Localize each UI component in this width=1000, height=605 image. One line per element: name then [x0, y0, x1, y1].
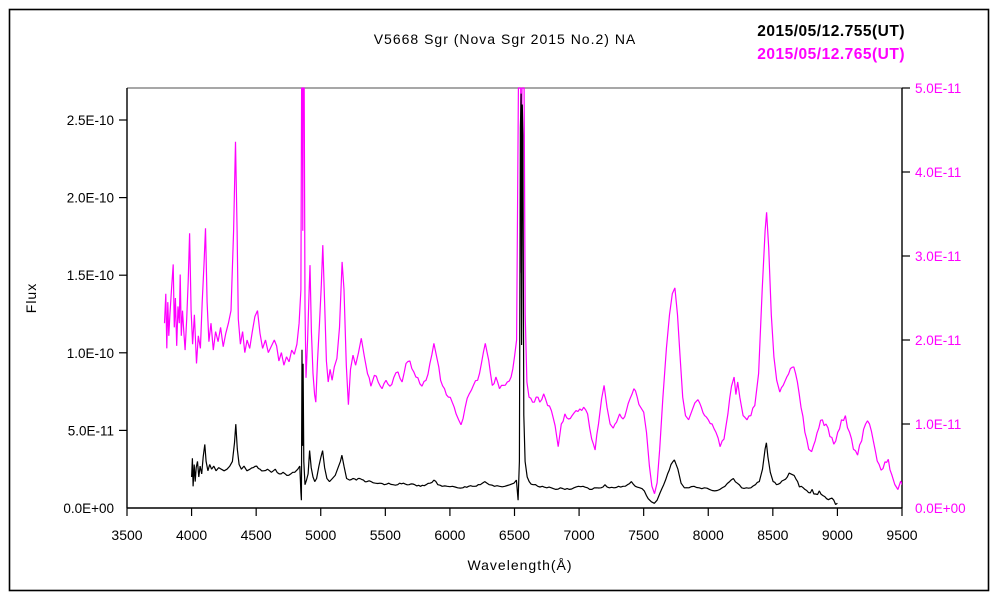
x-tick-label: 5500: [370, 527, 401, 543]
plot-frame: [126, 87, 903, 509]
x-tick-label: 9000: [822, 527, 853, 543]
x-tick-label: 4500: [241, 527, 272, 543]
right-tick-label: 3.0E-11: [915, 249, 961, 264]
x-tick-label: 5000: [305, 527, 336, 543]
left-tick-label: 0.0E+00: [63, 501, 114, 516]
x-tick-label: 7500: [628, 527, 659, 543]
x-tick-label: 3500: [111, 527, 142, 543]
left-tick-label: 2.0E-10: [67, 191, 114, 206]
spectrum-line-black: [191, 93, 838, 505]
x-tick-label: 7000: [564, 527, 595, 543]
x-tick-label: 6000: [434, 527, 465, 543]
spectrum-line-magenta: [163, 87, 902, 494]
date-label-magenta: 2015/05/12.765(UT): [757, 46, 905, 63]
left-axis: 0.0E+00 5.0E-11 1.0E-10 1.5E-10 2.0E-10 2.5E-…: [63, 113, 127, 516]
x-tick-label: 8500: [757, 527, 788, 543]
x-axis-title-wavelength: Wavelength(Å): [467, 557, 572, 573]
left-tick-label: 1.0E-10: [67, 346, 114, 361]
left-tick-label: 1.5E-10: [67, 268, 114, 283]
left-tick-label: 2.5E-10: [67, 113, 114, 128]
right-tick-label: 0.0E+00: [915, 501, 966, 516]
x-tick-label: 8000: [693, 527, 724, 543]
right-axis: 0.0E+00 1.0E-11 2.0E-11 3.0E-11 4.0E-11 5.0E-…: [902, 81, 966, 516]
x-tick-label: 4000: [176, 527, 207, 543]
date-label-black: 2015/05/12.755(UT): [757, 23, 905, 40]
chart-title: V5668 Sgr (Nova Sgr 2015 No.2) NA: [374, 31, 637, 47]
x-tick-label: 6500: [499, 527, 530, 543]
right-tick-label: 4.0E-11: [915, 165, 961, 180]
y-axis-title-flux: Flux: [23, 283, 39, 313]
left-tick-label: 5.0E-11: [68, 423, 114, 438]
outer-border: [8, 8, 990, 592]
right-tick-label: 2.0E-11: [915, 333, 961, 348]
x-tick-label: 9500: [886, 527, 917, 543]
x-axis: 3500 4000 4500 5000 5500 6000 6500 7000 7500 8000…: [111, 508, 918, 543]
right-tick-label: 5.0E-11: [915, 81, 961, 96]
right-tick-label: 1.0E-11: [915, 417, 961, 432]
